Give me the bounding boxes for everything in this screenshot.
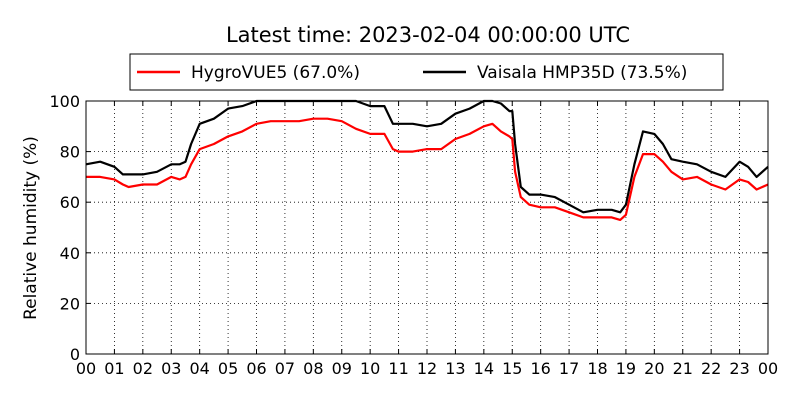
series-line-vaisala — [85, 99, 769, 214]
x-tick-label: 13 — [445, 359, 465, 378]
x-tick-label: 23 — [729, 359, 749, 378]
y-tick-label: 60 — [60, 193, 80, 212]
x-tick-label: 18 — [587, 359, 607, 378]
y-tick-label: 80 — [60, 143, 80, 162]
x-tick-label: 22 — [701, 359, 721, 378]
x-tick-label: 11 — [388, 359, 408, 378]
series-lines — [85, 99, 769, 221]
legend: HygroVUE5 (67.0%) Vaisala HMP35D (73.5%) — [129, 53, 724, 91]
x-tick-label: 21 — [673, 359, 693, 378]
x-tick-label: 02 — [133, 359, 153, 378]
legend-label-hygrovue5: HygroVUE5 (67.0%) — [191, 63, 360, 83]
legend-label-vaisala: Vaisala HMP35D (73.5%) — [477, 63, 687, 83]
y-tick-label: 100 — [49, 92, 80, 111]
grid — [86, 101, 768, 354]
x-tick-label: 16 — [530, 359, 550, 378]
x-tick-label: 09 — [332, 359, 352, 378]
x-tick-label: 19 — [616, 359, 636, 378]
chart-title: Latest time: 2023-02-04 00:00:00 UTC — [226, 23, 630, 47]
x-tick-label: 01 — [104, 359, 124, 378]
x-tick-label: 05 — [218, 359, 238, 378]
y-tick-label: 40 — [60, 244, 80, 263]
x-tick-label: 14 — [474, 359, 494, 378]
plot-frame — [85, 100, 769, 355]
x-tick-label: 00 — [76, 359, 96, 378]
y-axis-label: Relative humidity (%) — [21, 136, 41, 320]
x-tick-label: 07 — [275, 359, 295, 378]
x-tick-label: 17 — [559, 359, 579, 378]
x-tick-label: 06 — [246, 359, 266, 378]
x-tick-label: 08 — [303, 359, 323, 378]
axis-ticks: 00 01 02 03 04 05 06 07 08 09 10 11 12 13 14 15 16 17 18 19… — [49, 92, 778, 378]
x-tick-label: 15 — [502, 359, 522, 378]
x-tick-label: 00 — [758, 359, 778, 378]
x-tick-label: 03 — [161, 359, 181, 378]
x-tick-label: 04 — [189, 359, 209, 378]
y-tick-label: 20 — [60, 294, 80, 313]
series-line-hygrovue5 — [86, 117, 769, 221]
x-tick-label: 20 — [644, 359, 664, 378]
y-tick-label: 0 — [70, 345, 80, 364]
x-tick-label: 12 — [417, 359, 437, 378]
x-tick-label: 10 — [360, 359, 380, 378]
